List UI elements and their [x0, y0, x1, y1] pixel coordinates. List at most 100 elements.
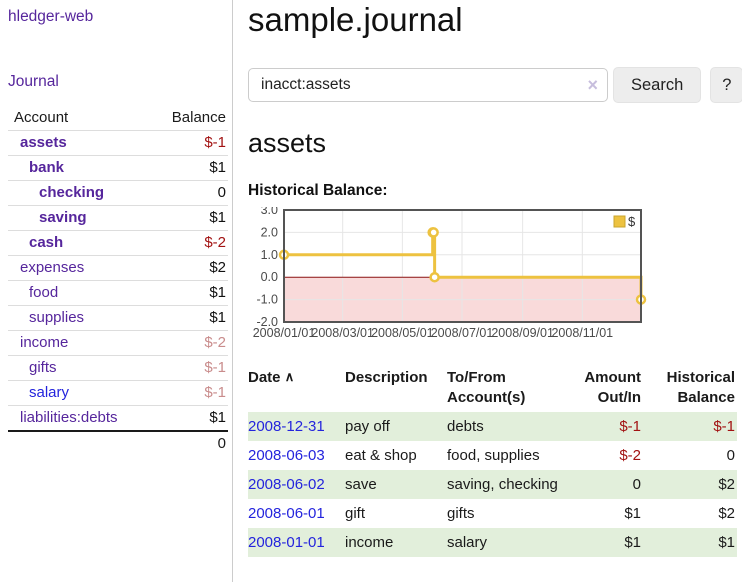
svg-text:-2.0: -2.0: [256, 315, 278, 329]
transaction-balance: $2: [718, 476, 735, 493]
account-link[interactable]: expenses: [20, 259, 85, 276]
amount-column-header: Amount Out/In: [584, 369, 641, 406]
journal-nav: Journal: [8, 73, 228, 91]
svg-text:-1.0: -1.0: [256, 293, 278, 307]
account-link[interactable]: salary: [29, 384, 70, 401]
account-total-value: 0: [152, 430, 228, 456]
transaction-accounts: saving, checking: [447, 476, 558, 493]
account-link[interactable]: income: [20, 334, 69, 351]
sort-ascending-icon: ∧: [284, 369, 295, 384]
account-link[interactable]: checking: [39, 184, 105, 201]
transaction-accounts: debts: [447, 418, 484, 435]
help-button[interactable]: ?: [710, 67, 742, 103]
account-balance: 0: [152, 180, 228, 206]
main-content: sample.journal × Search ? assets Histori…: [233, 0, 742, 582]
account-tree-body: assets $-1 bank $1 checking 0 saving $1 cash $-2 e…: [8, 130, 228, 431]
transactions-table: Date ∧ Description To/From Account(s) Am…: [248, 366, 737, 557]
account-link[interactable]: gifts: [29, 359, 57, 376]
account-balance: $1: [152, 305, 228, 331]
svg-text:0.0: 0.0: [261, 270, 278, 284]
svg-text:2008/11/01: 2008/11/01: [551, 326, 613, 340]
historical-balance-chart-svg: $3.0 2.0 1.0 0.0 -1.0 -2.02008/01/012008/03/0…: [253, 203, 647, 340]
sidebar: hledger-web Journal Account Balance asse…: [0, 0, 233, 582]
account-balance: $-1: [152, 380, 228, 406]
search-button[interactable]: Search: [613, 67, 702, 103]
transaction-date-link[interactable]: 2008-01-01: [248, 534, 325, 551]
account-link[interactable]: bank: [29, 159, 65, 176]
svg-text:2008/05/01: 2008/05/01: [371, 326, 434, 340]
app-title-link[interactable]: hledger-web: [8, 8, 94, 25]
svg-text:2008/07/01: 2008/07/01: [431, 326, 494, 340]
chart-heading: Historical Balance:: [248, 182, 388, 199]
transaction-date: 2008-12-31: [248, 412, 345, 441]
account-link[interactable]: liabilities:debts: [20, 409, 118, 426]
account-heading: assets: [248, 128, 327, 158]
clear-search-icon[interactable]: ×: [587, 75, 598, 95]
transaction-description: gift: [345, 505, 366, 522]
transactions-header-row: Date ∧ Description To/From Account(s) Am…: [248, 366, 737, 412]
account-link[interactable]: saving: [39, 209, 87, 226]
transaction-amount: $-2: [619, 447, 641, 464]
search-form: × Search ?: [248, 67, 742, 103]
svg-text:2.0: 2.0: [261, 225, 278, 239]
account-column-header: Account: [14, 109, 69, 126]
account-link[interactable]: assets: [20, 134, 67, 151]
account-row: assets $-1: [8, 130, 228, 156]
account-link[interactable]: supplies: [29, 309, 85, 326]
transaction-balance: $-1: [713, 418, 735, 435]
account-row: expenses $2: [8, 255, 228, 281]
transaction-date-link[interactable]: 2008-06-03: [248, 447, 325, 464]
accounts-column-header: To/From Account(s): [447, 369, 526, 406]
account-tree: Account Balance assets $-1 bank $1 checking 0…: [8, 106, 228, 456]
transaction-row: 2008-06-02 save saving, checking 0 $2: [248, 470, 737, 499]
account-balance: $1: [152, 280, 228, 306]
transaction-amount: 0: [632, 476, 641, 493]
account-link[interactable]: cash: [29, 234, 64, 251]
transaction-balance: $1: [718, 534, 735, 551]
transaction-date-link[interactable]: 2008-06-02: [248, 476, 325, 493]
account-row: salary $-1: [8, 380, 228, 406]
svg-text:1.0: 1.0: [261, 248, 278, 262]
account-balance: $1: [152, 155, 228, 181]
journal-link[interactable]: Journal: [8, 73, 59, 90]
transaction-date-link[interactable]: 2008-06-01: [248, 505, 325, 522]
transaction-row: 2008-06-01 gift gifts $1 $2: [248, 499, 737, 528]
svg-text:2008/03/01: 2008/03/01: [311, 326, 374, 340]
transaction-amount: $1: [624, 505, 641, 522]
account-balance: $1: [152, 405, 228, 431]
transaction-date-link[interactable]: 2008-12-31: [248, 418, 325, 435]
transaction-accounts: salary: [447, 534, 488, 551]
transaction-description: income: [345, 534, 394, 551]
transaction-description: save: [345, 476, 377, 493]
svg-text:$: $: [628, 214, 636, 229]
account-row: liabilities:debts $1: [8, 405, 228, 431]
transaction-description: pay off: [345, 418, 390, 435]
transaction-date: 2008-06-01: [248, 499, 345, 528]
account-row: income $-2: [8, 330, 228, 356]
description-column-header: Description: [345, 369, 428, 386]
svg-text:2008/09/01: 2008/09/01: [491, 326, 554, 340]
app-title: hledger-web: [8, 8, 228, 26]
account-row: cash $-2: [8, 230, 228, 256]
search-input[interactable]: [248, 68, 608, 102]
transaction-row: 2008-06-03 eat & shop food, supplies $-2 0: [248, 441, 737, 470]
account-row: saving $1: [8, 205, 228, 231]
account-balance: $2: [152, 255, 228, 281]
account-row: supplies $1: [8, 305, 228, 331]
account-balance: $-1: [152, 355, 228, 381]
transaction-date: 2008-06-02: [248, 470, 345, 499]
balance-column-header: Balance: [171, 109, 226, 126]
account-row: checking 0: [8, 180, 228, 206]
transaction-row: 2008-12-31 pay off debts $-1 $-1: [248, 412, 737, 441]
historical-balance-chart: $3.0 2.0 1.0 0.0 -1.0 -2.0 2008/01/01 2008/03/0…: [248, 203, 648, 347]
transaction-amount: $-1: [619, 418, 641, 435]
account-total-row: 0: [8, 430, 228, 456]
account-link[interactable]: food: [29, 284, 59, 301]
date-column-header[interactable]: Date ∧: [248, 369, 295, 386]
svg-text:3.0: 3.0: [261, 207, 278, 217]
transaction-accounts: food, supplies: [447, 447, 540, 464]
transaction-date: 2008-01-01: [248, 528, 345, 557]
account-balance: $1: [152, 205, 228, 231]
transaction-balance: 0: [726, 447, 735, 464]
balance-column-header-main: Historical Balance: [666, 369, 735, 406]
